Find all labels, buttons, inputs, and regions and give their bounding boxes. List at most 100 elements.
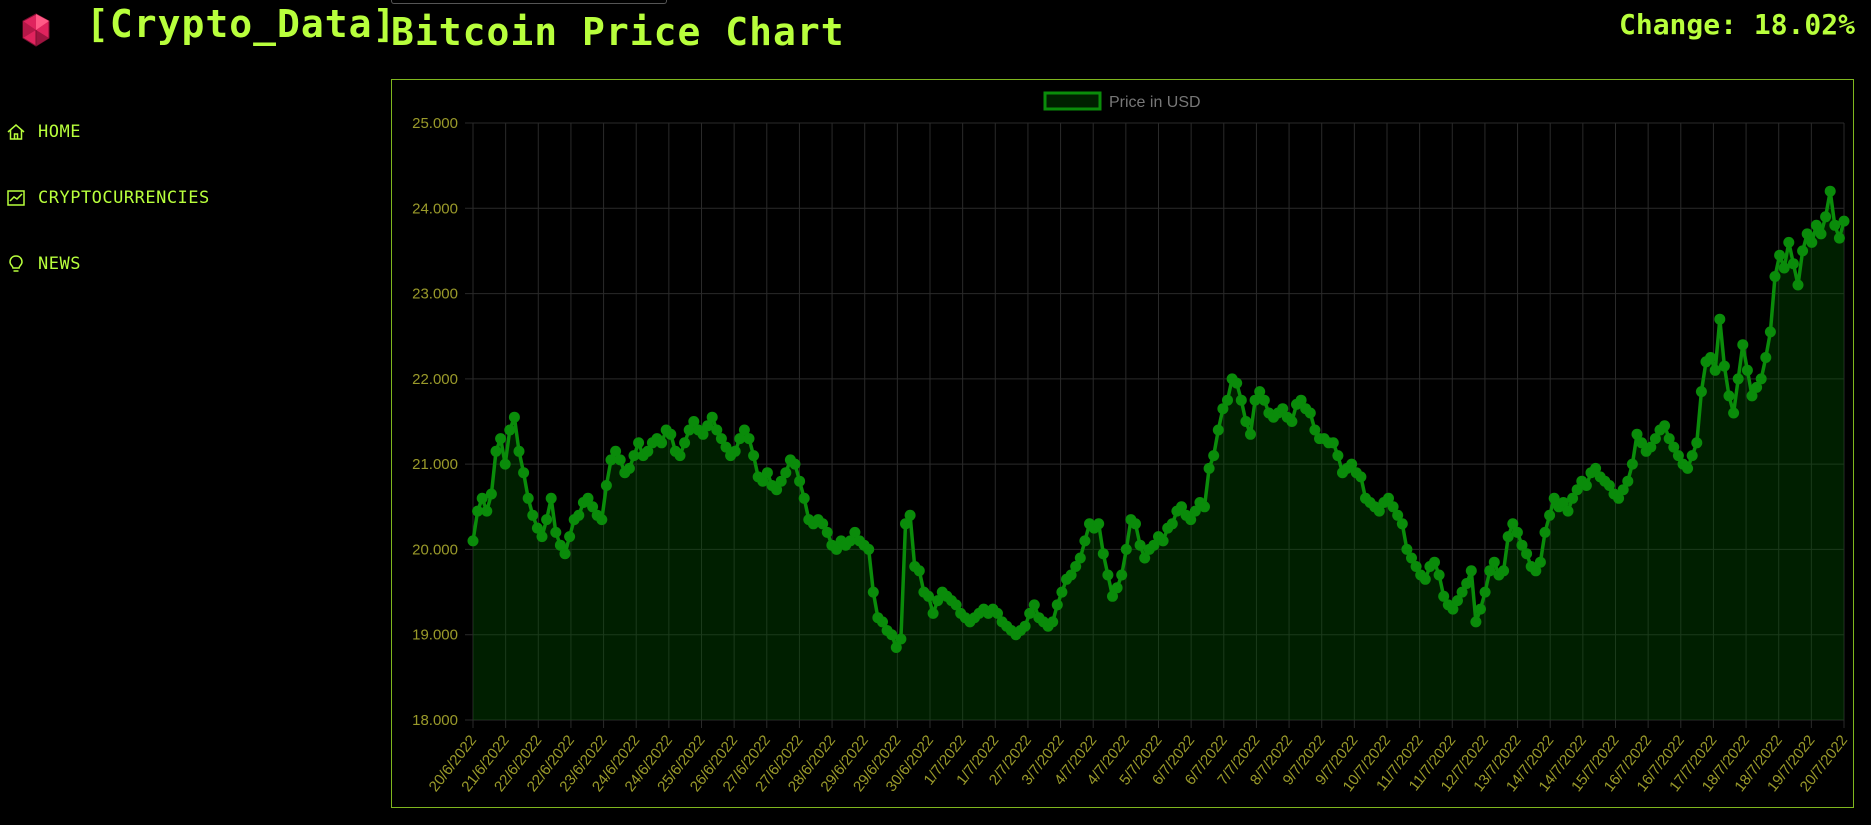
data-point <box>1456 586 1468 598</box>
data-point <box>1521 548 1533 560</box>
gem-icon[interactable] <box>20 12 52 48</box>
data-point <box>1539 526 1551 538</box>
data-point <box>508 411 520 423</box>
data-point <box>1705 352 1717 363</box>
y-tick-label: 24.000 <box>412 200 458 217</box>
data-point <box>1645 441 1657 453</box>
data-point <box>582 492 594 504</box>
data-point <box>1111 582 1123 594</box>
data-point <box>467 535 479 547</box>
data-point <box>1392 509 1404 521</box>
data-point <box>1410 561 1422 572</box>
data-point <box>1065 569 1077 581</box>
data-point <box>1714 313 1726 325</box>
data-point <box>1626 458 1638 470</box>
data-point <box>1047 616 1059 628</box>
data-point <box>485 488 497 500</box>
sidebar-item-label: HOME <box>38 122 81 142</box>
data-point <box>1723 390 1735 402</box>
sidebar-item-label: CRYPTOCURRENCIES <box>38 188 210 208</box>
data-point <box>1488 556 1500 568</box>
data-point <box>1774 249 1786 261</box>
data-point <box>932 595 944 607</box>
data-point <box>554 539 566 551</box>
data-point <box>844 535 856 547</box>
legend-label: Price in USD <box>1109 94 1201 111</box>
data-point <box>1787 258 1799 270</box>
data-point <box>1534 556 1546 568</box>
data-point <box>656 437 668 449</box>
data-point <box>863 543 875 555</box>
data-point <box>1810 219 1822 231</box>
data-point <box>1093 518 1105 530</box>
data-point <box>1511 526 1523 538</box>
data-point <box>564 531 576 543</box>
data-point <box>950 599 962 611</box>
y-tick-label: 21.000 <box>412 456 458 473</box>
area-fill <box>473 191 1844 720</box>
data-point <box>1691 437 1703 449</box>
area-path <box>473 191 1844 720</box>
data-point <box>831 543 842 555</box>
data-point <box>1258 394 1270 406</box>
data-point <box>1806 236 1818 248</box>
sidebar-item-label: NEWS <box>38 254 81 274</box>
data-point <box>771 484 783 496</box>
y-tick-label: 22.000 <box>412 371 458 388</box>
data-point <box>1470 616 1482 628</box>
data-point <box>697 428 709 440</box>
data-point <box>610 445 622 457</box>
price-chart[interactable]: 18.000 19.000 20.000 21.000 22.000 23.000 24.0… <box>392 80 1853 807</box>
data-point <box>1295 394 1307 406</box>
data-point <box>1783 236 1795 248</box>
data-point <box>775 475 787 487</box>
data-point <box>665 428 677 440</box>
data-point <box>900 518 911 530</box>
data-point <box>1231 377 1243 389</box>
data-point <box>1079 535 1091 547</box>
data-point <box>1617 484 1629 496</box>
chart-legend[interactable]: Price in USD <box>1043 91 1201 111</box>
data-point <box>1613 492 1625 504</box>
data-point <box>1254 386 1266 398</box>
data-point <box>596 514 608 526</box>
data-point <box>573 509 585 521</box>
home-icon <box>7 124 25 140</box>
data-point <box>1741 364 1753 376</box>
data-point <box>702 420 714 432</box>
data-point <box>1240 416 1252 427</box>
data-point <box>1074 552 1086 564</box>
sidebar-item-home[interactable]: HOME <box>6 122 81 142</box>
legend-swatch <box>1043 91 1102 111</box>
data-point <box>513 445 525 457</box>
y-axis-ticks: 18.000 19.000 20.000 21.000 22.000 23.000 24.0… <box>412 115 458 729</box>
data-point <box>757 475 769 487</box>
data-point <box>1189 505 1201 517</box>
data-point <box>706 411 718 423</box>
data-point <box>1383 492 1394 504</box>
data-point <box>518 467 530 479</box>
data-point <box>711 424 723 436</box>
data-point <box>1235 394 1247 406</box>
data-point <box>504 424 516 436</box>
data-point <box>1199 501 1210 513</box>
brand-name[interactable]: [Crypto_Data] <box>86 2 397 46</box>
chart-panel: 18.000 19.000 20.000 21.000 22.000 23.000 24.0… <box>391 79 1854 808</box>
data-point <box>1548 492 1560 504</box>
data-point <box>743 433 755 445</box>
data-point <box>490 445 502 457</box>
data-point <box>1672 450 1684 462</box>
sidebar-item-news[interactable]: NEWS <box>6 254 81 274</box>
data-point <box>1484 565 1496 577</box>
data-point <box>867 586 879 598</box>
data-point <box>821 526 833 538</box>
data-point <box>1028 599 1040 611</box>
data-point <box>587 501 599 513</box>
sidebar-item-cryptocurrencies[interactable]: CRYPTOCURRENCIES <box>6 188 210 208</box>
data-point <box>1622 475 1634 487</box>
data-point <box>674 450 686 462</box>
data-point <box>1580 480 1592 491</box>
data-point <box>472 505 484 517</box>
data-point <box>1778 262 1790 274</box>
data-point <box>1429 556 1440 568</box>
